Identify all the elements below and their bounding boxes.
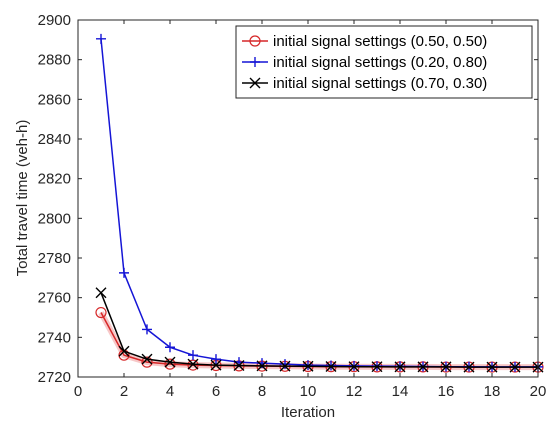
x-tick-label: 6 [212,383,220,400]
data-point-x [256,360,268,372]
data-point-plus [119,267,129,278]
y-axis: 2720 2740 2760 2780 2800 2820 2840 2860 2880 2900 [38,12,538,386]
data-point-x [348,361,360,373]
legend-label: initial signal settings (0.50, 0.50) [273,33,487,50]
x-tick-label: 0 [74,383,82,400]
x-tick-label: 20 [530,383,547,400]
data-point-plus [96,33,106,44]
legend: initial signal settings (0.50, 0.50) init… [235,25,533,99]
data-point-x [486,361,498,373]
x-tick-label: 10 [300,383,317,400]
y-tick-label: 2860 [38,91,71,108]
data-point-x [141,353,153,365]
legend-item: initial signal settings (0.70, 0.30) [242,75,487,92]
data-point-x [302,360,314,372]
data-point-x [463,361,475,373]
data-point-plus [280,359,290,370]
data-point-x [233,360,245,371]
legend-item: initial signal settings (0.50, 0.50) [242,33,487,50]
x-tick-label: 2 [120,383,128,400]
y-tick-label: 2720 [38,369,71,386]
data-point-x [210,359,222,371]
y-tick-label: 2900 [38,12,71,29]
data-point-x [440,361,452,373]
data-point-x [187,358,199,370]
y-tick-label: 2780 [38,250,71,267]
data-point-x [371,361,383,373]
x-tick-label: 16 [438,383,455,400]
y-tick-label: 2820 [38,171,71,188]
y-tick-label: 2760 [38,290,71,307]
data-point-plus [303,360,313,371]
data-point-plus [211,354,221,365]
data-point-x [394,361,406,373]
data-point-circle [95,306,107,319]
y-tick-label: 2800 [38,210,71,227]
data-point-plus [188,350,198,361]
y-tick-label: 2740 [38,329,71,346]
data-point-x [164,356,176,368]
legend-label: initial signal settings (0.70, 0.30) [273,75,487,92]
x-tick-label: 4 [166,383,174,400]
data-point-x [95,287,107,299]
series-layer [95,33,544,373]
x-axis: 0 2 4 6 8 10 12 14 16 18 20 [74,20,547,400]
data-point-x [509,361,521,373]
x-tick-label: 18 [484,383,501,400]
data-point-circle [141,356,153,368]
x-axis-label: Iteration [281,404,335,421]
data-point-x [249,77,261,89]
data-point-x [279,360,291,372]
data-point-plus [142,324,152,335]
data-point-plus [326,360,336,371]
y-axis-label: Total travel time (veh-h) [14,120,31,277]
x-tick-label: 8 [258,383,266,400]
data-point-circle [164,358,176,370]
data-point-x [417,361,429,373]
series-circle [95,306,544,373]
data-point-x [325,360,337,372]
x-tick-label: 14 [392,383,409,400]
legend-box [235,25,533,99]
data-point-plus [165,342,175,353]
data-point-circle [249,35,261,47]
series-line [100,292,538,368]
data-point-plus [250,57,260,67]
data-point-x [118,345,130,357]
y-tick-label: 2880 [38,52,71,69]
x-tick-label: 12 [346,383,363,400]
legend-label: initial signal settings (0.20, 0.80) [273,54,487,71]
y-tick-label: 2840 [38,131,71,148]
legend-item: initial signal settings (0.20, 0.80) [242,54,487,71]
series-x [95,287,544,373]
